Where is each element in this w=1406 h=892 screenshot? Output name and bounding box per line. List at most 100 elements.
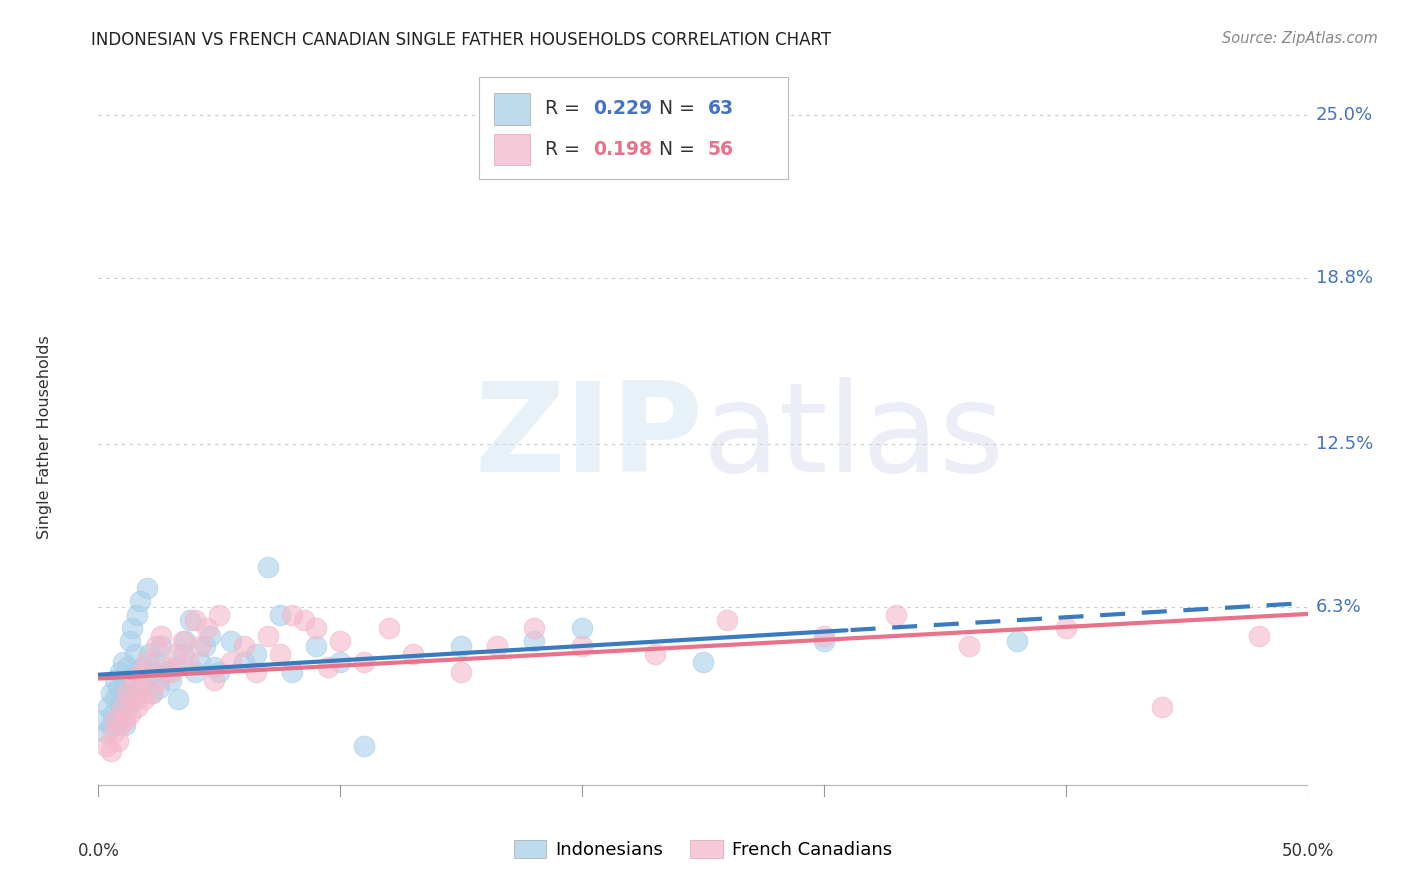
Point [108,718,131,732]
Text: 0.198: 0.198 [593,140,652,159]
Point [208,607,231,622]
Point [127,607,149,622]
Point [138,647,160,661]
Point [232,639,254,653]
Text: 63: 63 [707,99,734,119]
Point [184,665,207,680]
Point [145,639,167,653]
Point [131,665,153,680]
Point [269,647,291,661]
Point [644,647,666,661]
Point [135,581,157,595]
Point [1007,633,1029,648]
Point [108,665,131,680]
Point [571,639,593,653]
Point [100,686,122,700]
Point [402,647,425,661]
Point [305,621,328,635]
Point [104,691,127,706]
Point [148,673,170,688]
Point [101,726,124,740]
Point [150,629,173,643]
Point [100,744,122,758]
Legend: Indonesians, French Canadians: Indonesians, French Canadians [506,833,900,866]
Point [160,665,183,680]
Point [128,681,150,695]
Point [111,699,134,714]
Point [94,739,117,753]
Point [167,691,190,706]
Point [204,673,226,688]
Text: N =: N = [659,140,702,159]
Point [97,699,120,714]
Point [813,629,835,643]
Point [117,686,139,700]
Point [128,594,150,608]
Point [165,660,187,674]
Text: R =: R = [544,99,585,119]
Point [111,686,134,700]
Point [194,639,217,653]
Point [114,673,136,688]
Point [148,681,170,695]
Text: 0.0%: 0.0% [77,842,120,860]
Text: 12.5%: 12.5% [1316,434,1374,452]
Point [100,718,122,732]
Point [195,621,218,635]
Point [305,639,328,653]
Point [118,707,141,722]
Point [124,673,146,688]
Point [143,665,166,680]
Text: 0.229: 0.229 [593,99,652,119]
Point [114,718,136,732]
Point [245,665,267,680]
Point [118,633,141,648]
Point [292,613,315,627]
Point [131,660,153,674]
Point [204,660,226,674]
Point [118,686,141,700]
Point [174,633,197,648]
Point [107,733,129,747]
Point [188,639,211,653]
Text: N =: N = [659,99,702,119]
Point [256,629,278,643]
Point [232,655,254,669]
Bar [494,134,530,165]
Point [256,560,278,574]
Point [150,639,173,653]
Point [450,665,472,680]
Point [184,613,207,627]
Point [450,639,472,653]
Point [121,621,143,635]
Point [165,647,187,661]
Text: 18.8%: 18.8% [1316,269,1372,287]
Point [155,665,177,680]
Point [145,655,167,669]
Point [127,699,149,714]
Point [188,655,211,669]
Point [377,621,399,635]
Text: 25.0%: 25.0% [1316,106,1374,124]
Point [221,655,243,669]
Point [101,707,124,722]
Point [104,673,127,688]
Point [134,691,156,706]
Bar [479,78,787,178]
Point [716,613,738,627]
Point [141,686,163,700]
Point [124,691,146,706]
Point [208,665,231,680]
Point [135,655,157,669]
Point [1054,621,1077,635]
Point [172,647,194,661]
Point [571,621,593,635]
Point [353,739,375,753]
Point [172,633,194,648]
Point [155,660,177,674]
Point [523,633,546,648]
Point [692,655,714,669]
Point [160,673,183,688]
Point [886,607,908,622]
Point [1152,699,1174,714]
